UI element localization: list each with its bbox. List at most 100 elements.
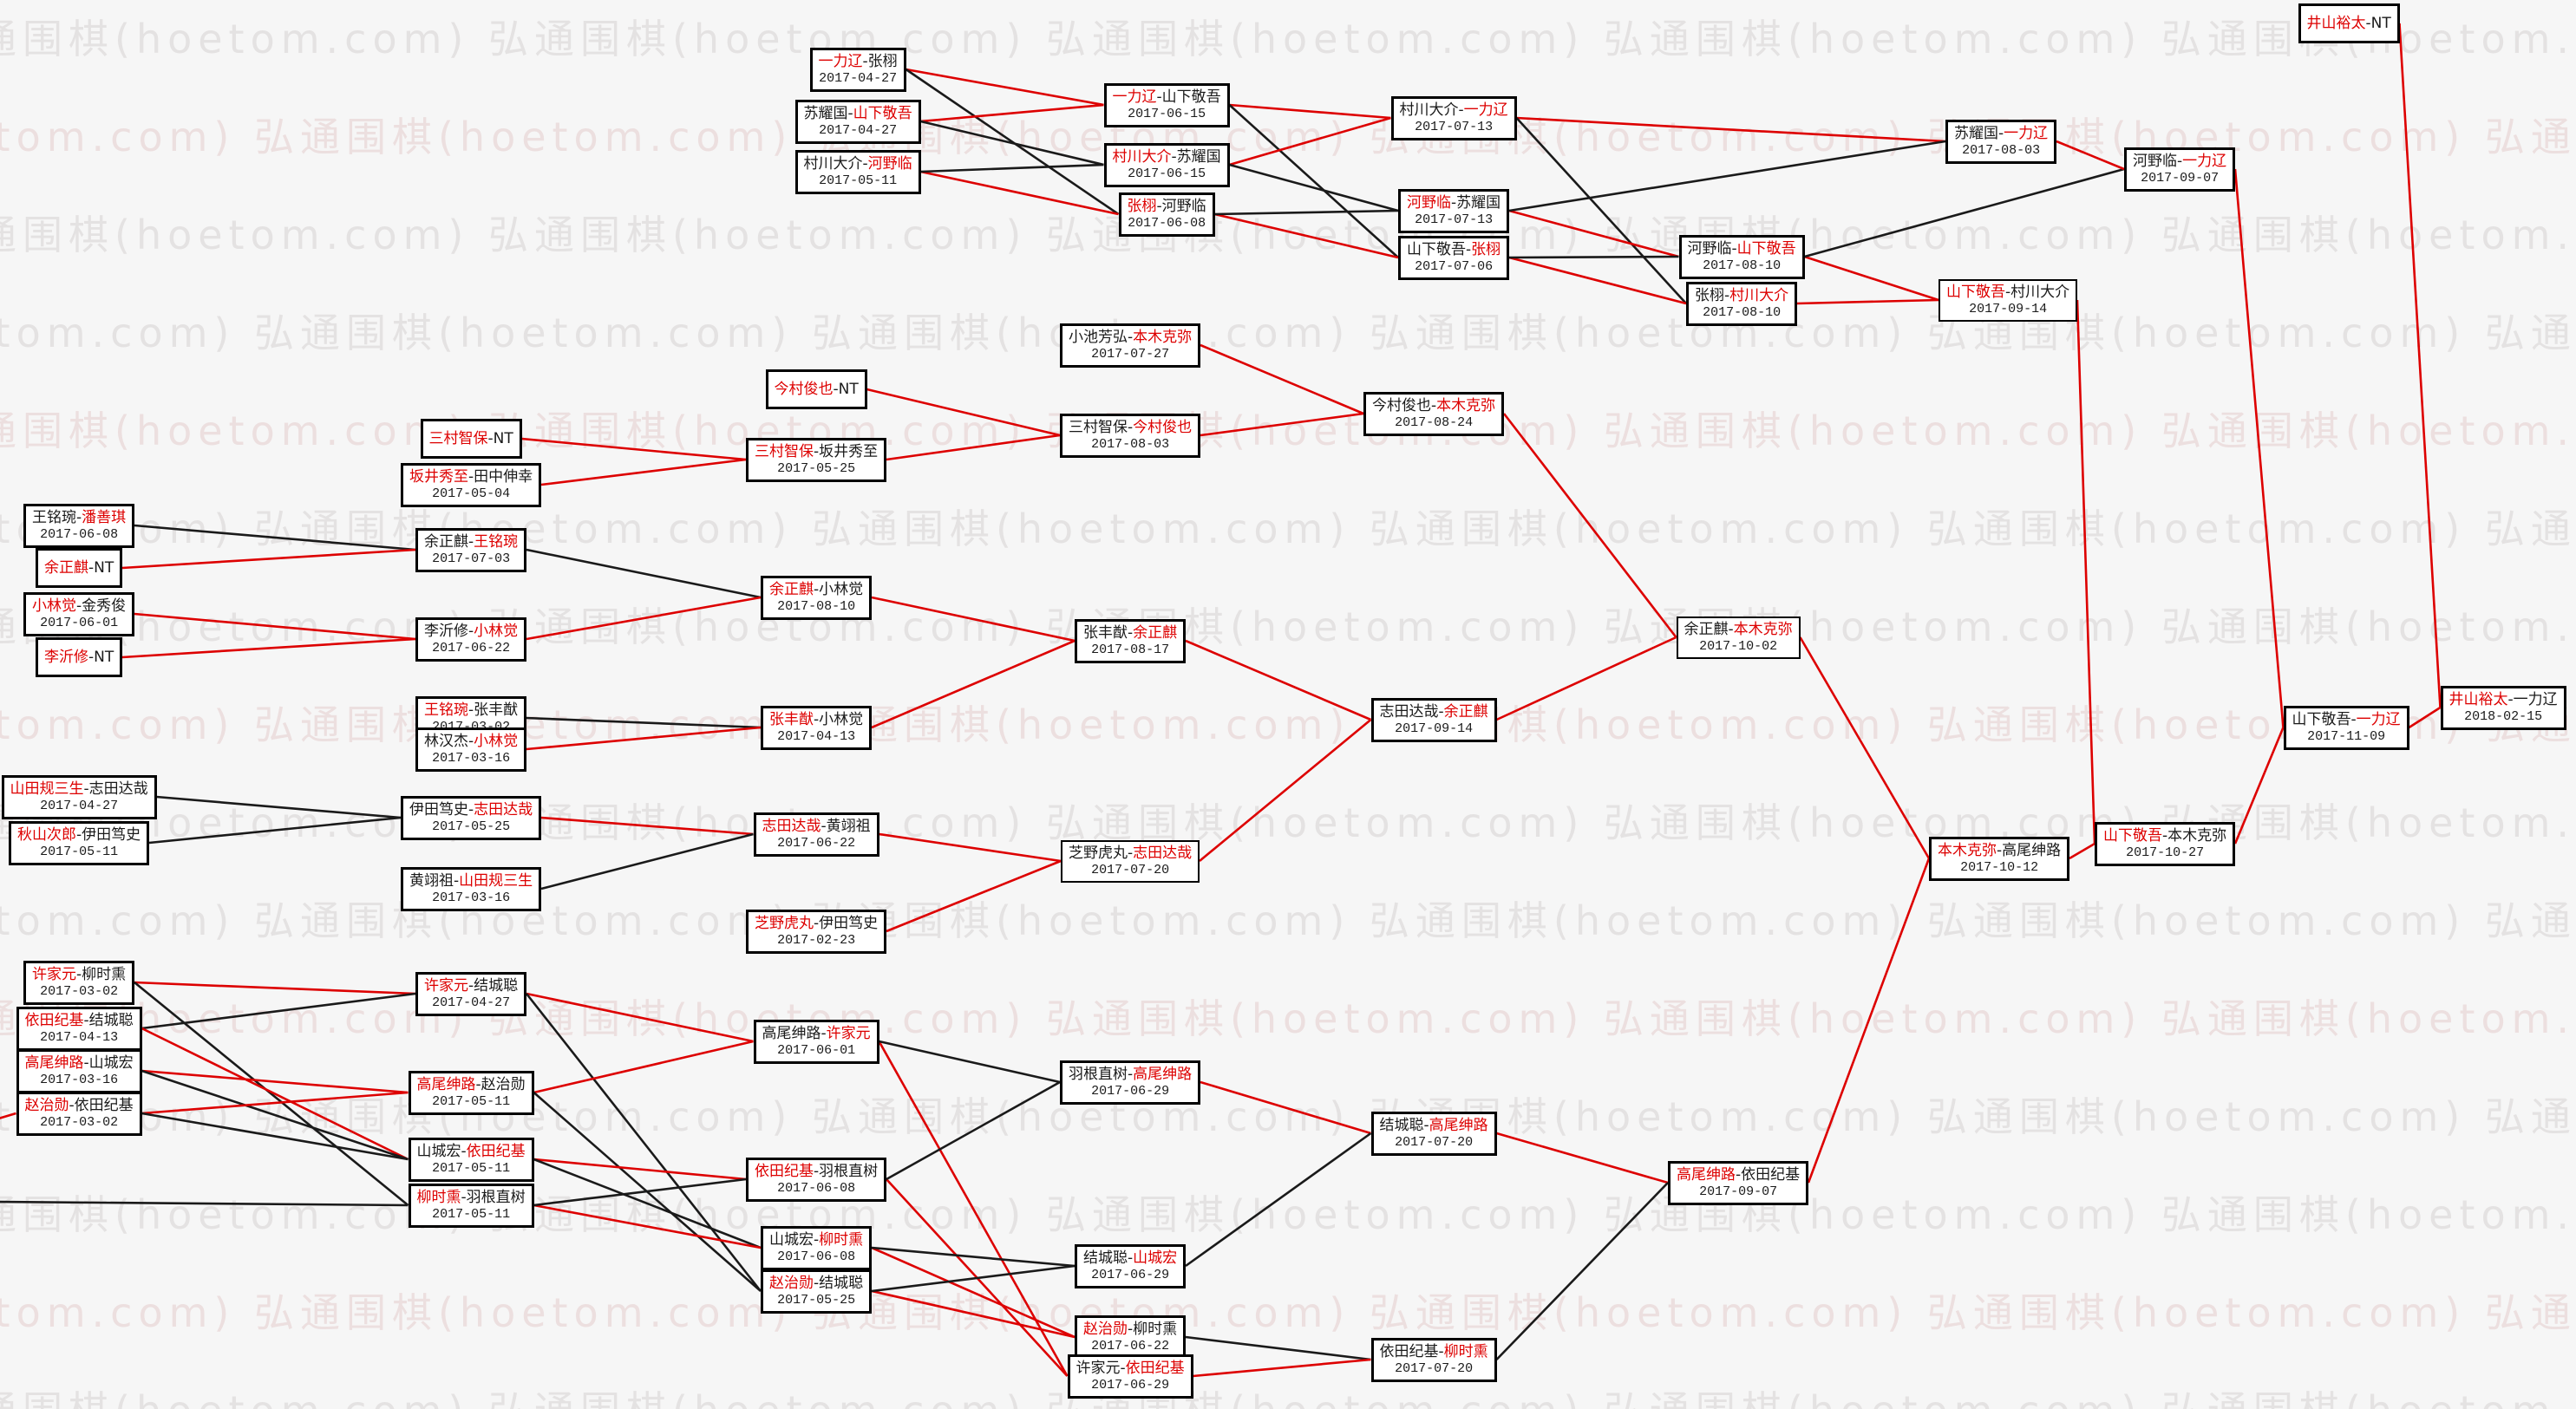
match-box[interactable]: 河野临-一力辽 2017-09-07 bbox=[2124, 147, 2236, 192]
match-box[interactable]: 志田达哉-黄翊祖 2017-06-22 bbox=[753, 812, 879, 857]
match-box[interactable]: 依田纪基-结城聪 2017-04-13 bbox=[16, 1006, 142, 1051]
player-name: 结城聪 bbox=[1379, 1116, 1424, 1134]
watermark-text: 弘通围棋(hoetom.com) 弘通围棋(hoetom.com) 弘通围棋(h… bbox=[0, 1380, 2576, 1409]
match-box[interactable]: 三村智保-今村俊也 2017-08-03 bbox=[1060, 413, 1201, 458]
player-name: NT bbox=[94, 559, 114, 577]
player-name: 河野临 bbox=[867, 154, 912, 173]
winner-path-line bbox=[2233, 727, 2285, 845]
player-name: 高尾绅路 bbox=[1677, 1165, 1736, 1184]
match-box[interactable]: 高尾绅路-依田纪基 2017-09-07 bbox=[1668, 1160, 1809, 1205]
match-box[interactable]: 山下敬吾-村川大介 2017-09-14 bbox=[1939, 278, 2078, 322]
match-box[interactable]: 羽根直树-高尾绅路 2017-06-29 bbox=[1060, 1060, 1201, 1105]
match-box[interactable]: 依田纪基-羽根直树 2017-06-08 bbox=[746, 1157, 887, 1202]
match-box[interactable]: 伊田笃史-志田达哉 2017-05-25 bbox=[401, 795, 542, 840]
match-box[interactable]: 张栩-河野临 2017-06-08 bbox=[1118, 192, 1215, 237]
match-box[interactable]: 小林觉-金秀俊 2017-06-01 bbox=[23, 591, 135, 636]
match-box[interactable]: 山下敬吾-一力辽 2017-11-09 bbox=[2283, 705, 2409, 750]
winner-path-line bbox=[1796, 298, 1939, 305]
match-box[interactable]: 张丰猷-余正麒 2017-08-17 bbox=[1075, 618, 1187, 663]
match-date: 2017-08-24 bbox=[1395, 414, 1474, 430]
match-box[interactable]: 三村智保-NT bbox=[420, 419, 522, 459]
match-box[interactable]: 张丰猷-小林觉 2017-04-13 bbox=[761, 705, 873, 750]
match-date: 2017-07-06 bbox=[1415, 258, 1494, 274]
match-box[interactable]: 林汉杰-小林觉 2017-03-16 bbox=[415, 727, 527, 772]
match-players: 高尾绅路-许家元 bbox=[762, 1024, 871, 1042]
match-box[interactable]: 秋山次郎-伊田笃史 2017-05-11 bbox=[9, 820, 150, 865]
player-name: 结城聪 bbox=[88, 1011, 134, 1029]
match-box[interactable]: 井山裕太-一力辽 2018-02-15 bbox=[2440, 685, 2566, 730]
match-box[interactable]: 许家元-结城聪 2017-04-27 bbox=[415, 971, 527, 1016]
player-name: 柳时熏 bbox=[819, 1230, 864, 1249]
player-name: 赵治勋 bbox=[481, 1075, 526, 1093]
match-box[interactable]: 村川大介-一力辽 2017-07-13 bbox=[1390, 95, 1517, 140]
match-box[interactable]: 本木克弥-高尾绅路 2017-10-12 bbox=[1929, 836, 2070, 881]
match-box[interactable]: 村川大介-河野临 2017-05-11 bbox=[794, 149, 921, 194]
loser-path-line bbox=[0, 1200, 409, 1207]
match-box[interactable]: 许家元-依田纪基 2017-06-29 bbox=[1067, 1354, 1193, 1399]
match-box[interactable]: 王铭琬-潘善琪 2017-06-08 bbox=[23, 503, 135, 548]
match-box[interactable]: 余正麒-本木克弥 2017-10-02 bbox=[1676, 616, 1801, 659]
match-box[interactable]: 结城聪-高尾绅路 2017-07-20 bbox=[1370, 1111, 1497, 1156]
player-name: 高尾绅路 bbox=[762, 1024, 821, 1042]
match-box[interactable]: 志田达哉-余正麒 2017-09-14 bbox=[1370, 697, 1497, 742]
player-name: 本木克弥 bbox=[1938, 841, 1997, 859]
winner-path-line bbox=[1214, 212, 1399, 259]
loser-path-line bbox=[141, 992, 416, 1030]
match-box[interactable]: 山城宏-柳时熏 2017-06-08 bbox=[761, 1225, 873, 1270]
match-box[interactable]: 山城宏-依田纪基 2017-05-11 bbox=[408, 1137, 534, 1182]
player-name: NT bbox=[493, 430, 513, 447]
match-box[interactable]: 余正麒-小林觉 2017-08-10 bbox=[761, 575, 873, 620]
player-name: 依田纪基 bbox=[466, 1142, 526, 1160]
match-box[interactable]: 赵治勋-结城聪 2017-05-25 bbox=[761, 1269, 873, 1314]
match-box[interactable]: 一力辽-山下敬吾 2017-06-15 bbox=[1103, 82, 1230, 127]
match-players: 三村智保-NT bbox=[428, 430, 513, 447]
match-box[interactable]: 柳时熏-羽根直树 2017-05-11 bbox=[408, 1183, 534, 1228]
match-box[interactable]: 余正麒-NT bbox=[36, 548, 123, 588]
match-box[interactable]: 赵治勋-依田纪基 2017-03-02 bbox=[16, 1091, 142, 1136]
winner-path-line bbox=[521, 437, 747, 461]
player-name: 高尾绅路 bbox=[1133, 1065, 1193, 1083]
match-box[interactable]: 今村俊也-本木克弥 2017-08-24 bbox=[1363, 391, 1505, 436]
match-box[interactable]: 井山裕太-NT bbox=[2298, 3, 2400, 43]
match-box[interactable]: 三村智保-坂井秀至 2017-05-25 bbox=[746, 437, 887, 482]
match-box[interactable]: 村川大介-苏耀国 2017-06-15 bbox=[1103, 142, 1230, 187]
match-box[interactable]: 高尾绅路-山城宏 2017-03-16 bbox=[16, 1048, 142, 1093]
match-box[interactable]: 高尾绅路-赵治勋 2017-05-11 bbox=[408, 1070, 534, 1115]
match-box[interactable]: 山下敬吾-本木克弥 2017-10-27 bbox=[2095, 821, 2236, 866]
match-box[interactable]: 山下敬吾-张栩 2017-07-06 bbox=[1398, 235, 1510, 280]
match-box[interactable]: 苏耀国-一力辽 2017-08-03 bbox=[1945, 119, 2057, 164]
match-date: 2017-04-27 bbox=[819, 122, 898, 138]
loser-path-line bbox=[148, 816, 402, 845]
match-box[interactable]: 一力辽-张栩 2017-04-27 bbox=[809, 47, 906, 92]
match-box[interactable]: 高尾绅路-许家元 2017-06-01 bbox=[753, 1019, 879, 1064]
match-box[interactable]: 李沂修-小林觉 2017-06-22 bbox=[415, 616, 527, 662]
player-name: 一力辽 bbox=[2356, 710, 2401, 728]
match-box[interactable]: 河野临-苏耀国 2017-07-13 bbox=[1398, 188, 1510, 233]
match-box[interactable]: 结城聪-山城宏 2017-06-29 bbox=[1075, 1243, 1187, 1288]
match-box[interactable]: 许家元-柳时熏 2017-03-02 bbox=[23, 960, 135, 1005]
match-players: 余正麒-小林觉 bbox=[769, 580, 864, 598]
winner-path-line bbox=[526, 726, 762, 751]
match-box[interactable]: 芝野虎丸-志田达哉 2017-07-20 bbox=[1061, 839, 1200, 883]
player-name: 一力辽 bbox=[1112, 88, 1157, 106]
match-box[interactable]: 河野临-山下敬吾 2017-08-10 bbox=[1678, 234, 1805, 279]
winner-path-line bbox=[886, 434, 1061, 461]
match-box[interactable]: 芝野虎丸-伊田笃史 2017-02-23 bbox=[746, 909, 887, 954]
match-box[interactable]: 依田纪基-柳时熏 2017-07-20 bbox=[1370, 1337, 1497, 1382]
match-players: 高尾绅路-依田纪基 bbox=[1677, 1165, 1801, 1184]
match-box[interactable]: 余正麒-王铭琬 2017-07-03 bbox=[415, 527, 527, 572]
match-box[interactable]: 黄翊祖-山田规三生 2017-03-16 bbox=[401, 866, 542, 911]
match-box[interactable]: 坂井秀至-田中伸幸 2017-05-04 bbox=[401, 462, 542, 507]
winner-path-line bbox=[871, 596, 1076, 643]
match-box[interactable]: 今村俊也-NT bbox=[765, 369, 867, 409]
winner-path-line bbox=[2408, 706, 2442, 729]
match-date: 2017-06-22 bbox=[777, 835, 856, 851]
match-box[interactable]: 张栩-村川大介 2017-08-10 bbox=[1686, 281, 1798, 326]
match-players: 张丰猷-余正麒 bbox=[1083, 623, 1178, 642]
match-box[interactable]: 小池芳弘-本木克弥 2017-07-27 bbox=[1060, 323, 1201, 368]
match-box[interactable]: 赵治勋-柳时熏 2017-06-22 bbox=[1075, 1314, 1187, 1360]
match-box[interactable]: 李沂修-NT bbox=[36, 637, 123, 677]
match-box[interactable]: 苏耀国-山下敬吾 2017-04-27 bbox=[794, 99, 921, 144]
match-box[interactable]: 山田规三生-志田达哉 2017-04-27 bbox=[1, 774, 157, 819]
loser-path-line bbox=[1228, 104, 1399, 258]
